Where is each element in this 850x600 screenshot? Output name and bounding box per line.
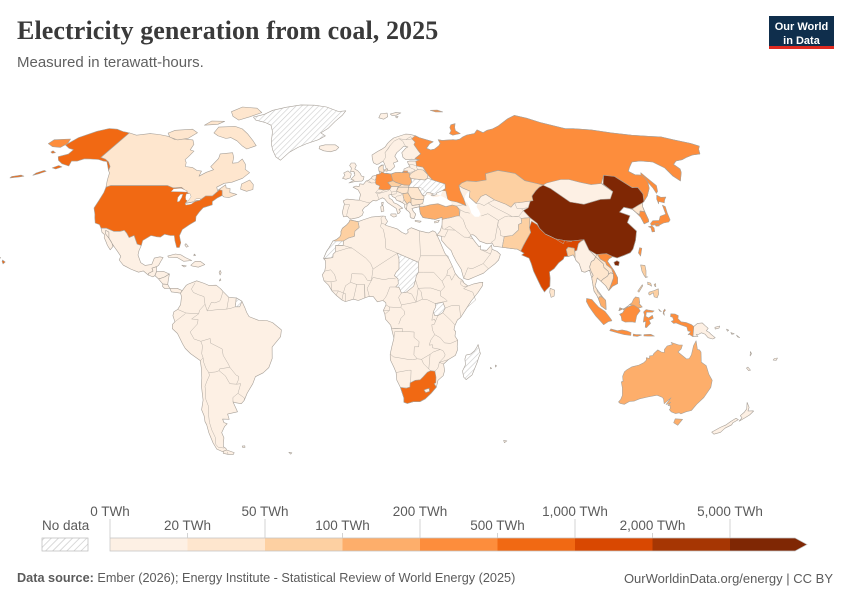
svg-text:500 TWh: 500 TWh [470, 518, 525, 533]
svg-text:0 TWh: 0 TWh [90, 504, 130, 519]
svg-text:No data: No data [42, 518, 90, 533]
svg-text:200 TWh: 200 TWh [393, 504, 448, 519]
svg-text:2,000 TWh: 2,000 TWh [620, 518, 686, 533]
svg-text:1,000 TWh: 1,000 TWh [542, 504, 608, 519]
svg-text:50 TWh: 50 TWh [241, 504, 288, 519]
svg-text:5,000 TWh: 5,000 TWh [697, 504, 763, 519]
svg-text:100 TWh: 100 TWh [315, 518, 370, 533]
svg-text:20 TWh: 20 TWh [164, 518, 211, 533]
